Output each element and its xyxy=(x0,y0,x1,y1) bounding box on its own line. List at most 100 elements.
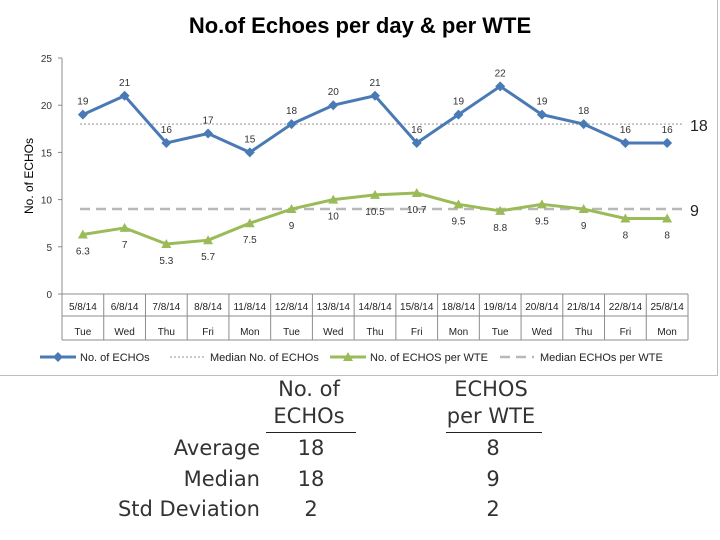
stats-row-label: Median xyxy=(183,467,260,491)
data-point xyxy=(244,218,255,228)
x-day-label: Mon xyxy=(657,327,676,338)
stats-header-rule-2 xyxy=(446,432,542,433)
stats-row-value: 18 xyxy=(297,436,325,460)
data-label: 16 xyxy=(411,125,423,136)
data-point xyxy=(370,90,380,101)
x-tick-label: 13/8/14 xyxy=(317,302,351,313)
y-tick-label: 15 xyxy=(41,148,53,159)
data-point xyxy=(578,119,589,130)
data-label: 17 xyxy=(203,116,215,127)
x-day-label: Fri xyxy=(202,327,214,338)
x-tick-label: 8/8/14 xyxy=(194,302,222,313)
stats-row-value: 2 xyxy=(304,497,318,521)
x-day-label: Tue xyxy=(492,327,509,338)
x-tick-label: 7/8/14 xyxy=(152,302,180,313)
data-point xyxy=(119,222,130,232)
data-point xyxy=(620,137,631,148)
data-label: 16 xyxy=(161,125,173,136)
x-day-label: Wed xyxy=(114,327,134,338)
stats-row-label: Average xyxy=(173,436,260,460)
x-day-label: Fri xyxy=(620,327,632,338)
data-label: 7 xyxy=(122,240,128,251)
legend-label: No. of ECHOs xyxy=(80,352,150,364)
x-day-label: Thu xyxy=(575,327,592,338)
data-label: 5.3 xyxy=(159,256,173,267)
data-label: 19 xyxy=(536,97,548,108)
data-label: 16 xyxy=(620,125,632,136)
x-tick-label: 11/8/14 xyxy=(233,302,266,313)
legend-marker xyxy=(343,352,353,361)
data-label: 19 xyxy=(453,97,465,108)
x-day-label: Tue xyxy=(283,327,300,338)
y-axis-label: No. of ECHOs xyxy=(22,138,36,214)
x-tick-label: 19/8/14 xyxy=(484,302,518,313)
data-label: 16 xyxy=(662,125,674,136)
x-tick-label: 12/8/14 xyxy=(275,302,309,313)
legend-label: No. of ECHOS per WTE xyxy=(370,352,488,364)
data-point xyxy=(119,90,130,101)
data-label: 5.7 xyxy=(201,252,215,263)
data-label: 9.5 xyxy=(535,216,549,227)
data-point xyxy=(620,213,631,223)
stats-header-rule-1 xyxy=(266,432,356,433)
x-tick-label: 15/8/14 xyxy=(400,302,434,313)
data-point xyxy=(328,100,339,111)
legend-label: Median ECHOs per WTE xyxy=(540,352,663,364)
data-point xyxy=(536,109,547,120)
x-day-label: Thu xyxy=(366,327,383,338)
data-point xyxy=(453,199,464,209)
series-line xyxy=(82,191,668,246)
legend-label: Median No. of ECHOs xyxy=(210,352,319,364)
stats-row-value: 9 xyxy=(486,467,500,491)
data-label: 15 xyxy=(244,134,256,145)
data-label: 9 xyxy=(581,221,587,232)
x-tick-label: 22/8/14 xyxy=(609,302,643,313)
stats-header-wte: ECHOS per WTE xyxy=(440,376,542,430)
data-label: 19 xyxy=(77,97,89,108)
x-tick-label: 21/8/14 xyxy=(567,302,601,313)
x-tick-label: 25/8/14 xyxy=(650,302,684,313)
stats-header-echos-line1: No. of xyxy=(278,377,340,401)
stats-row-value: 18 xyxy=(297,467,325,491)
x-day-label: Mon xyxy=(240,327,259,338)
x-tick-label: 14/8/14 xyxy=(358,302,392,313)
stats-row-label: Std Deviation xyxy=(117,497,260,521)
data-point xyxy=(286,119,297,130)
x-day-label: Wed xyxy=(532,327,552,338)
median-label: 18 xyxy=(690,118,708,135)
x-day-label: Wed xyxy=(323,327,343,338)
data-point xyxy=(370,189,380,199)
x-tick-label: 5/8/14 xyxy=(69,302,97,313)
y-tick-label: 25 xyxy=(41,54,53,65)
data-point xyxy=(203,235,214,245)
median-label: 9 xyxy=(690,203,699,220)
data-point xyxy=(578,204,589,214)
stats-header-wte-line1: ECHOS xyxy=(454,377,528,401)
data-label: 9 xyxy=(289,221,295,232)
data-point xyxy=(161,238,172,248)
stats-row-value: 8 xyxy=(486,436,500,460)
data-point xyxy=(536,199,547,209)
data-point xyxy=(453,109,464,120)
data-point xyxy=(203,128,214,139)
stats-header-wte-line2: per WTE xyxy=(446,404,536,428)
data-label: 20 xyxy=(328,87,340,98)
data-label: 10.5 xyxy=(365,207,385,218)
data-point xyxy=(161,137,172,148)
data-point xyxy=(662,213,673,223)
stats-row-value: 2 xyxy=(486,497,500,521)
data-label: 18 xyxy=(578,106,590,117)
data-point xyxy=(328,194,339,204)
data-label: 21 xyxy=(369,78,381,89)
y-tick-label: 10 xyxy=(41,196,53,207)
x-day-label: Thu xyxy=(158,327,175,338)
data-point xyxy=(77,229,88,239)
data-label: 18 xyxy=(286,106,298,117)
x-tick-label: 18/8/14 xyxy=(442,302,476,313)
stats-header-echos: No. of ECHOs xyxy=(266,376,352,430)
x-day-label: Mon xyxy=(449,327,468,338)
data-point xyxy=(244,147,255,158)
data-label: 22 xyxy=(495,68,507,79)
data-point xyxy=(495,205,506,215)
x-day-label: Fri xyxy=(411,327,423,338)
